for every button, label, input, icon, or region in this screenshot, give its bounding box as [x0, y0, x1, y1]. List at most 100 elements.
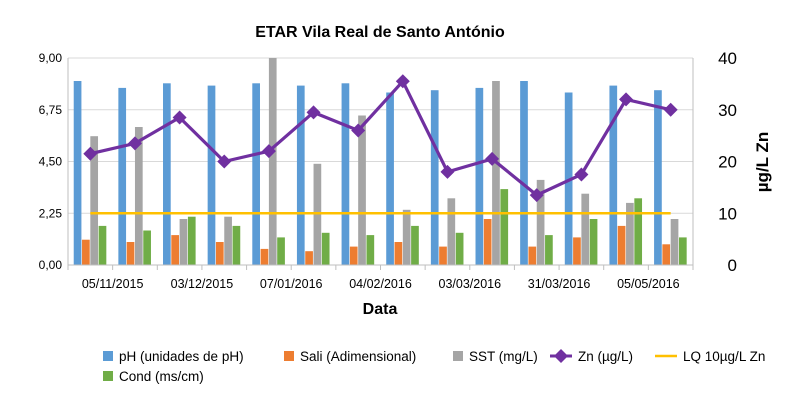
data-point [529, 188, 544, 203]
bar [678, 237, 687, 265]
bar [82, 239, 90, 265]
x-tick-label: 31/03/2016 [528, 277, 591, 291]
bar [411, 225, 419, 265]
y2-tick-label: 40 [718, 49, 737, 68]
bar [609, 85, 618, 265]
bar [163, 83, 171, 265]
legend-swatch [453, 351, 463, 361]
bar [134, 127, 143, 265]
data-point [395, 74, 410, 89]
bar [528, 246, 537, 265]
lines [83, 74, 678, 215]
x-tick-label: 07/01/2016 [260, 277, 323, 291]
bar [268, 58, 277, 265]
data-point [217, 154, 232, 169]
bar [252, 83, 260, 265]
bar [207, 85, 216, 265]
bar [386, 92, 394, 265]
bar [455, 232, 464, 265]
bar [73, 81, 82, 265]
bar [305, 251, 313, 265]
x-tick-label: 03/03/2016 [439, 277, 502, 291]
axes: 0,00 2,25 4,50 6,75 9,00 0 10 20 30 40 05/11/2015 0… [39, 49, 737, 291]
bar [232, 225, 241, 265]
bar [341, 83, 350, 265]
bar [224, 216, 232, 265]
bar [90, 136, 99, 265]
data-point [351, 123, 366, 138]
bar [402, 209, 411, 265]
data-point [127, 136, 142, 151]
data-point [663, 102, 678, 117]
y2-tick-label: 10 [718, 204, 737, 223]
bar [483, 219, 492, 265]
bars [73, 58, 687, 266]
series-line [89, 79, 672, 197]
legend-label: LQ 10µg/L Zn [683, 349, 765, 364]
x-tick-label: 03/12/2015 [171, 277, 234, 291]
x-tick-label: 05/05/2016 [617, 277, 680, 291]
legend-swatch [103, 371, 113, 381]
bar [171, 235, 180, 265]
bar [126, 242, 135, 265]
y-tick-label: 0,00 [39, 258, 63, 272]
legend-label: Zn (µg/L) [578, 349, 633, 364]
legend-swatch [284, 351, 294, 361]
bar [573, 237, 581, 265]
bar [500, 189, 509, 265]
bar [520, 81, 528, 265]
bar [634, 198, 643, 265]
y2-tick-label: 20 [718, 153, 737, 172]
data-point [83, 146, 98, 161]
bar [215, 242, 224, 265]
data-point [619, 92, 634, 107]
bar [358, 115, 366, 265]
bar [492, 81, 500, 265]
legend-swatch [103, 351, 113, 361]
bar [670, 219, 679, 265]
bar [118, 87, 127, 266]
bar [475, 87, 484, 266]
bar [662, 244, 671, 265]
legend: pH (unidades de pH) Sali (Adimensional) SS… [103, 349, 765, 384]
gridlines [68, 57, 693, 266]
bar [545, 235, 553, 265]
data-point [485, 151, 500, 166]
bar [98, 225, 107, 265]
bar [589, 219, 598, 265]
data-point [261, 144, 276, 159]
y2-tick-label: 30 [718, 101, 737, 120]
legend-label: SST (mg/L) [469, 349, 538, 364]
y-tick-label: 9,00 [39, 51, 63, 65]
bar [349, 246, 358, 265]
bar [617, 225, 626, 265]
legend-label: Cond (ms/cm) [119, 369, 204, 384]
legend-marker [554, 349, 568, 363]
bar [581, 193, 590, 265]
y-tick-label: 6,75 [39, 103, 63, 117]
bar [654, 90, 662, 265]
bar [321, 232, 330, 265]
bar [447, 198, 456, 265]
chart-title: ETAR Vila Real de Santo António [255, 24, 505, 41]
x-tick-label: 05/11/2015 [82, 277, 144, 291]
bar [179, 219, 188, 265]
bar [626, 202, 634, 265]
bar [366, 235, 375, 265]
legend-label: Sali (Adimensional) [300, 349, 416, 364]
bar [260, 248, 269, 265]
x-tick-label: 04/02/2016 [349, 277, 412, 291]
data-point [306, 105, 321, 120]
legend-label: pH (unidades de pH) [119, 349, 244, 364]
y-tick-label: 4,50 [39, 155, 63, 169]
y2-tick-label: 0 [728, 256, 737, 275]
bar [394, 242, 403, 265]
bar [439, 246, 447, 265]
x-axis-label: Data [363, 301, 398, 318]
bar [187, 216, 196, 265]
bar [143, 230, 151, 265]
data-point [574, 167, 589, 182]
data-point [440, 164, 455, 179]
